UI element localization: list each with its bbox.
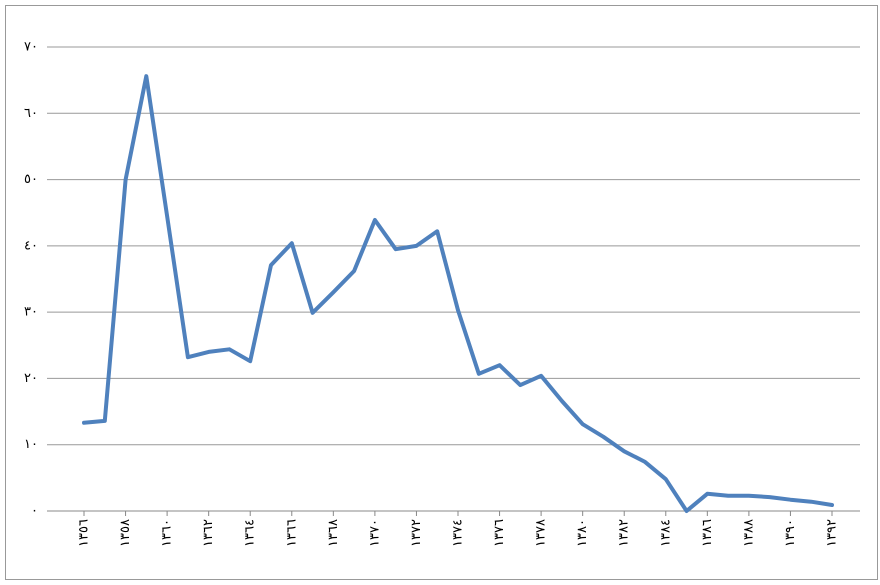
x-tick-label: ١٣٨٦: [700, 519, 715, 547]
chart-border: [5, 5, 878, 580]
x-tick-label: ١٣٦٢: [201, 519, 216, 547]
x-tick-label: ١٣٨٢: [617, 519, 632, 547]
x-tick-label: ١٣٦٠: [160, 519, 175, 547]
x-tick-label: ١٣٩٢: [825, 519, 840, 547]
x-tick-label: ١٣٥٨: [118, 519, 133, 547]
x-tick-label: ١٣٧٤: [451, 519, 466, 547]
x-tick-label: ١٣٨٤: [658, 519, 673, 547]
y-tick-label: ٧٠: [24, 40, 38, 55]
x-tick-label: ١٣٧٠: [367, 519, 382, 547]
y-tick-label: ٠: [31, 504, 38, 519]
y-tick-label: ٥٠: [24, 172, 38, 187]
x-tick-label: ١٣٧٨: [534, 519, 549, 547]
y-tick-label: ٣٠: [24, 305, 38, 320]
y-tick-label: ٢٠: [24, 371, 38, 386]
x-tick-label: ١٣٧٦: [492, 519, 507, 547]
x-tick-label: ١٣٩٠: [783, 519, 798, 547]
y-tick-label: ١٠: [24, 437, 38, 452]
x-tick-label: ١٣٧٢: [409, 519, 424, 547]
x-tick-label: ١٣٦٦: [284, 519, 299, 547]
y-tick-label: ٦٠: [24, 106, 38, 121]
data-line: [82, 74, 834, 513]
y-tick-label: ٤٠: [24, 238, 38, 253]
x-tick-label: ١٣٨٨: [741, 519, 756, 547]
x-tick-label: ١٣٦٤: [243, 519, 258, 547]
x-tick-label: ١٣٨٠: [575, 519, 590, 547]
x-tick-label: ١٣٥٦: [77, 519, 92, 547]
x-tick-label: ١٣٦٨: [326, 519, 341, 547]
